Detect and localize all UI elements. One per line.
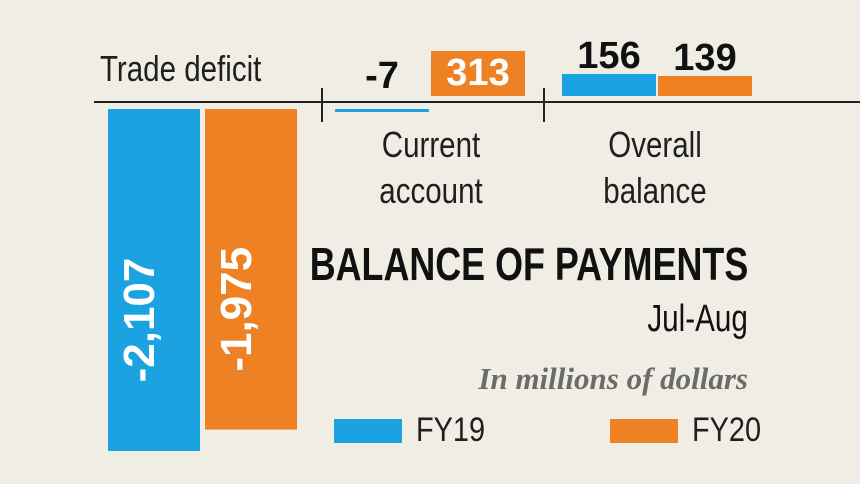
bar-fy20-1 bbox=[205, 109, 297, 430]
data-label-fy19-2: -7 bbox=[365, 55, 399, 97]
legend-item-fy20: FY20 bbox=[610, 411, 773, 450]
data-label-fy20-2: 313 bbox=[446, 52, 509, 94]
bar-fy20-2 bbox=[431, 51, 525, 96]
chart-title: BALANCE OF PAYMENTS bbox=[309, 238, 748, 290]
data-label-fy19-3: 156 bbox=[577, 35, 640, 77]
data-label-fy19-1: -2,107 bbox=[115, 258, 164, 383]
bar-fy19-2 bbox=[335, 109, 429, 112]
bar-fy19-3 bbox=[562, 74, 656, 96]
bar-fy19-1 bbox=[108, 109, 200, 451]
legend-swatch-fy19 bbox=[334, 418, 402, 443]
category-label-current-account: Current account bbox=[379, 124, 483, 211]
legend-label-fy20: FY20 bbox=[692, 411, 762, 449]
legend-label-fy19: FY19 bbox=[416, 411, 486, 449]
category-label-trade-deficit: Trade deficit bbox=[100, 48, 262, 89]
chart-title-suffix: Jul-Aug bbox=[641, 289, 748, 345]
bar-fy20-3 bbox=[658, 76, 752, 96]
category-label-overall-balance: Overall balance bbox=[603, 124, 707, 211]
legend-swatch-fy20 bbox=[610, 418, 678, 443]
chart-title-suffix-text: Jul-Aug bbox=[647, 298, 748, 340]
data-label-fy20-3: 139 bbox=[673, 37, 736, 79]
chart-subtitle: In millions of dollars bbox=[478, 361, 748, 396]
legend-item-fy19: FY19 bbox=[334, 411, 497, 450]
data-label-fy20-1: -1,975 bbox=[212, 247, 261, 372]
